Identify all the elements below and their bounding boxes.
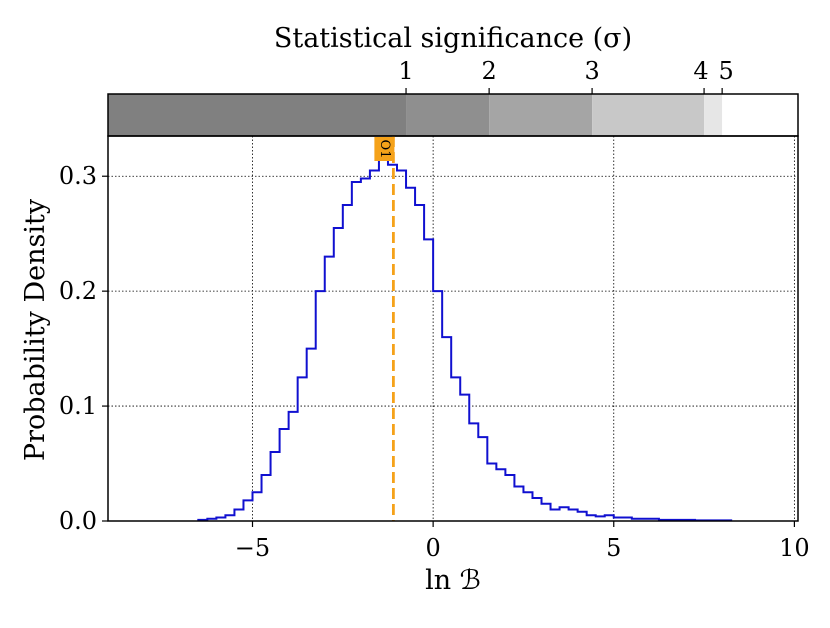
histogram-bin-38: [542, 504, 551, 521]
histogram-bin-31: [478, 437, 487, 521]
significance-band-3: [592, 94, 705, 136]
histogram-bin-15: [334, 228, 343, 521]
o1-marker: O1: [374, 136, 395, 521]
significance-band-0: [108, 94, 407, 136]
histogram-bin-33: [496, 469, 505, 521]
histogram-bin-14: [325, 257, 334, 521]
histogram-bin-12: [307, 349, 316, 521]
y-tick-label-2: 0.2: [59, 277, 97, 305]
histogram-bin-32: [487, 464, 496, 521]
x-tick-label-0: −5: [235, 534, 270, 562]
histogram-bin-26: [433, 291, 442, 521]
top-tick-label-3: 3: [584, 57, 599, 85]
x-tick-label-1: 0: [425, 534, 440, 562]
histogram-bin-19: [370, 170, 379, 521]
o1-badge-label: O1: [377, 140, 392, 159]
significance-band-5: [722, 94, 798, 136]
top-axis-title: Statistical significance (σ): [274, 23, 632, 54]
histogram-series: [197, 157, 733, 522]
histogram-bin-28: [451, 377, 460, 521]
histogram-bin-7: [262, 475, 271, 521]
histogram-bin-13: [316, 291, 325, 521]
histogram-bin-23: [406, 188, 415, 521]
histogram-bin-39: [551, 510, 560, 521]
histogram-bin-25: [424, 239, 433, 521]
histogram-bin-22: [397, 170, 406, 521]
histogram-bin-43: [587, 515, 596, 521]
histogram-bin-34: [505, 475, 514, 521]
histogram-bin-8: [271, 452, 280, 521]
histogram-bin-24: [415, 205, 424, 521]
histogram-bin-36: [523, 492, 532, 521]
axes-frame: [107, 135, 799, 522]
plot-frame: [107, 135, 799, 522]
top-tick-label-5: 5: [718, 57, 733, 85]
significance-band-1: [406, 94, 490, 136]
histogram-bin-6: [253, 492, 262, 521]
x-tick-label-3: 10: [779, 534, 810, 562]
y-tick-label-1: 0.1: [59, 392, 97, 420]
top-tick-label-2: 2: [481, 57, 496, 85]
histogram-bin-4: [234, 510, 243, 521]
histogram-bin-37: [532, 498, 541, 521]
y-tick-label-3: 0.3: [59, 162, 97, 190]
significance-band-2: [489, 94, 593, 136]
histogram-bin-45: [605, 515, 614, 521]
histogram-step-line-0: [197, 157, 733, 522]
y-tick-label-0: 0.0: [59, 507, 97, 535]
histogram-bin-35: [514, 487, 523, 521]
x-tick-label-2: 5: [606, 534, 621, 562]
histogram-bin-29: [460, 395, 469, 521]
histogram-bin-30: [469, 423, 478, 521]
histogram-bin-16: [343, 205, 352, 521]
histogram-bin-40: [560, 507, 569, 521]
histogram-bin-17: [352, 182, 361, 521]
histogram-bin-41: [569, 510, 578, 521]
tick-marks: 1 2 3 4 5−5 0 5 100.00.10.20.3: [59, 57, 810, 562]
histogram-bin-18: [361, 179, 370, 521]
top-tick-label-1: 1: [398, 57, 413, 85]
o1-badge: [374, 137, 395, 161]
histogram-bin-5: [243, 500, 252, 521]
histogram-bin-42: [578, 512, 587, 521]
x-axis-title: ln ℬ: [425, 565, 481, 596]
histogram-bin-10: [289, 412, 298, 521]
significance-band-4: [704, 94, 723, 136]
significance-bands: [107, 93, 799, 137]
histogram-bin-3: [225, 515, 234, 521]
histogram-bin-11: [298, 377, 307, 521]
y-axis-title: Probability Density: [20, 198, 51, 461]
histogram-bin-27: [442, 337, 451, 521]
top-tick-label-4: 4: [693, 57, 708, 85]
histogram-bin-20: [379, 159, 388, 521]
histogram-bin-9: [280, 429, 289, 521]
